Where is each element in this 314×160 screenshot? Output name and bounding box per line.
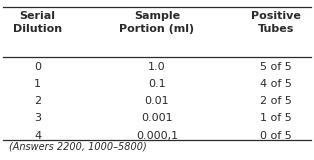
- Text: 1.0: 1.0: [148, 62, 166, 72]
- Text: 0 of 5: 0 of 5: [260, 131, 292, 141]
- Text: Serial
Dilution: Serial Dilution: [13, 11, 62, 34]
- Text: Sample
Portion (ml): Sample Portion (ml): [119, 11, 195, 34]
- Text: 0.001: 0.001: [141, 113, 173, 124]
- Text: 0.000,1: 0.000,1: [136, 131, 178, 141]
- Text: 2: 2: [34, 96, 41, 106]
- Text: 0.1: 0.1: [148, 79, 166, 89]
- Text: 4: 4: [34, 131, 41, 141]
- Text: Positive
Tubes: Positive Tubes: [252, 11, 301, 34]
- Text: 1: 1: [34, 79, 41, 89]
- Text: 0.01: 0.01: [145, 96, 169, 106]
- Text: 0: 0: [34, 62, 41, 72]
- Text: 1 of 5: 1 of 5: [260, 113, 292, 124]
- Text: 2 of 5: 2 of 5: [260, 96, 292, 106]
- Text: (Answers 2200, 1000–5800): (Answers 2200, 1000–5800): [9, 141, 147, 151]
- Text: 5 of 5: 5 of 5: [260, 62, 292, 72]
- Text: 4 of 5: 4 of 5: [260, 79, 292, 89]
- Text: 3: 3: [34, 113, 41, 124]
